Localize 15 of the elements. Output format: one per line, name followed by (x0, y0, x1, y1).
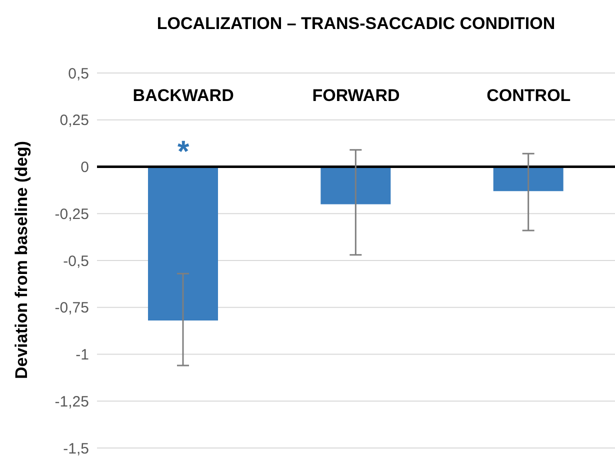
chart-title: LOCALIZATION – TRANS-SACCADIC CONDITION (156, 14, 556, 34)
y-tick-label: 0 (80, 159, 89, 176)
y-axis-title: Deviation from baseline (deg) (12, 140, 32, 380)
x-tick-label: BACKWARD (132, 86, 234, 105)
y-tick-label: -0,75 (54, 300, 89, 317)
y-tick-label: -1 (76, 346, 89, 364)
x-tick-label: CONTROL (486, 86, 571, 105)
y-tick-label: -0,25 (54, 206, 89, 223)
y-tick-label: -1,25 (54, 393, 89, 410)
y-tick-label: 0,5 (68, 65, 89, 82)
x-tick-label: FORWARD (312, 86, 400, 105)
y-tick-label: -1,5 (63, 440, 89, 458)
y-tick-label: 0,25 (60, 112, 89, 130)
y-tick-label: -0,5 (63, 252, 89, 270)
annotation: * (177, 135, 190, 168)
